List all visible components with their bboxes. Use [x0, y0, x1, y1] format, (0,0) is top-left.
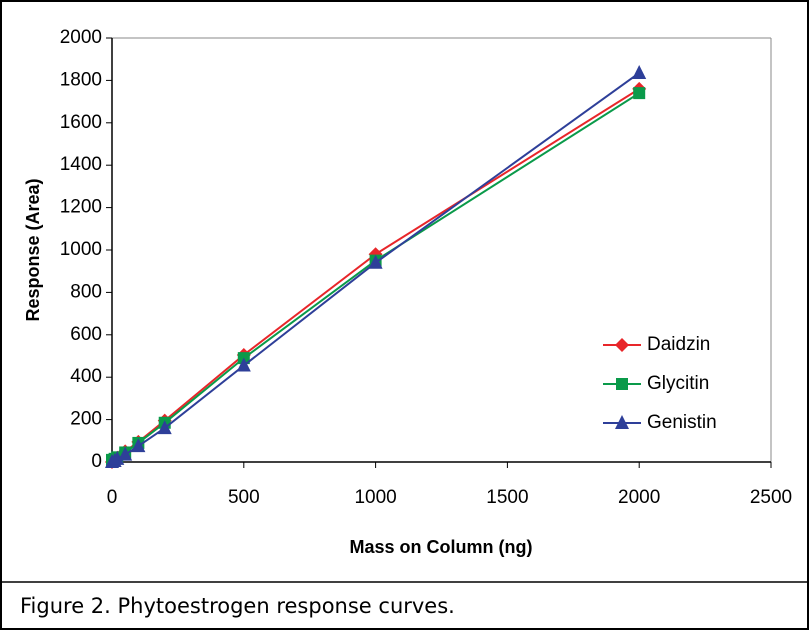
marker — [615, 415, 629, 429]
marker — [615, 338, 629, 352]
y-tick-label: 2000 — [60, 27, 102, 48]
marker — [368, 254, 383, 269]
y-tick-label: 1400 — [60, 154, 102, 175]
caption: Figure 2. Phytoestrogen response curves. — [20, 594, 455, 618]
x-tick-label: 0 — [107, 487, 118, 508]
y-axis-title: Response (Area) — [23, 178, 43, 321]
marker — [118, 446, 133, 461]
x-tick-label: 1000 — [354, 487, 396, 508]
y-tick-label: 1000 — [60, 239, 102, 260]
marker — [633, 87, 646, 100]
y-tick-label: 1200 — [60, 197, 102, 218]
x-tick-label: 2000 — [618, 487, 660, 508]
legend-label: Daidzin — [647, 334, 710, 355]
y-tick-label: 400 — [70, 366, 102, 387]
y-tick-label: 200 — [70, 409, 102, 430]
legend-label: Glycitin — [647, 373, 709, 394]
y-tick-label: 1800 — [60, 69, 102, 90]
legend-label: Genistin — [647, 412, 717, 433]
marker — [616, 378, 628, 390]
x-axis-title: Mass on Column (ng) — [350, 537, 533, 557]
series-line — [111, 92, 640, 461]
y-tick-label: 600 — [70, 324, 102, 345]
y-tick-label: 0 — [91, 451, 102, 472]
marker — [236, 357, 251, 372]
marker — [632, 64, 647, 79]
marker — [131, 438, 146, 453]
x-tick-label: 500 — [228, 487, 260, 508]
x-tick-label: 1500 — [486, 487, 528, 508]
marker — [157, 420, 172, 435]
marker — [110, 450, 125, 465]
y-tick-label: 1600 — [60, 112, 102, 133]
y-tick-label: 800 — [70, 281, 102, 302]
x-tick-label: 2500 — [750, 487, 792, 508]
